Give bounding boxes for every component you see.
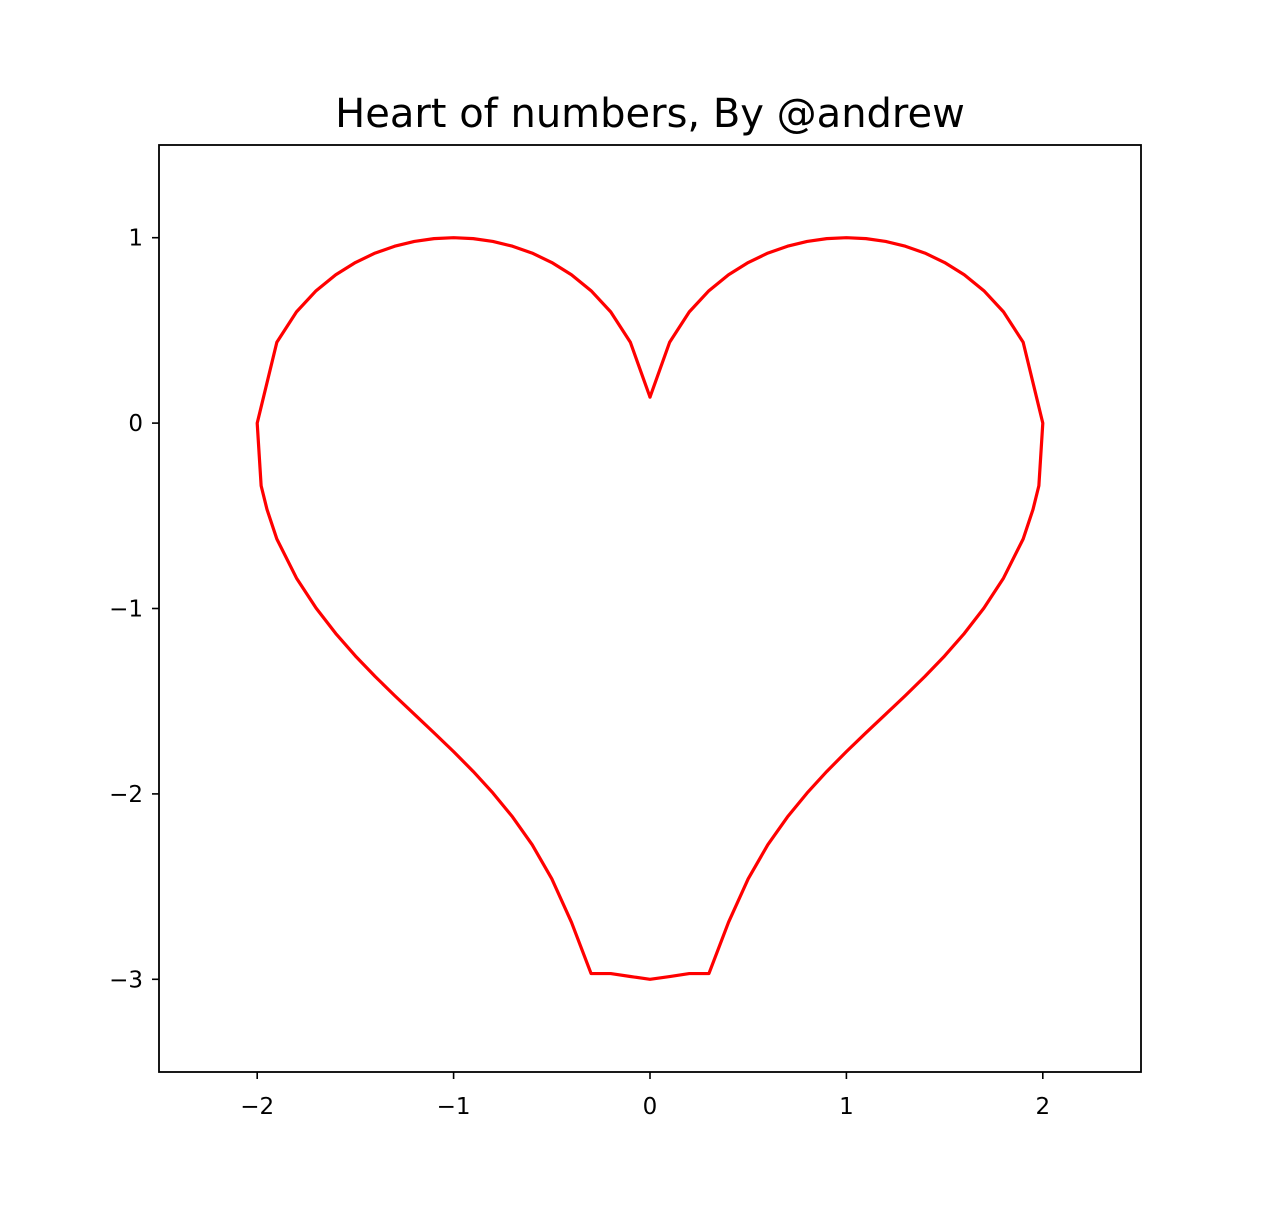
y-tick-label: −3 [109, 967, 143, 993]
y-tick-label: 0 [128, 411, 143, 437]
series-layer [255, 236, 1045, 981]
x-tick-label: 0 [643, 1094, 658, 1120]
chart-title: Heart of numbers, By @andrew [335, 91, 965, 137]
y-tick-label: −1 [109, 597, 143, 623]
x-axis: −2 −1 0 1 2 [240, 1072, 1050, 1120]
y-tick-label: −2 [109, 782, 143, 808]
y-tick-label: 1 [128, 226, 143, 252]
axes-frame [158, 144, 1142, 1073]
x-tick-label: −2 [240, 1094, 274, 1120]
series-line-0 [255, 236, 1045, 981]
x-tick-label: 1 [839, 1094, 854, 1120]
x-tick-label: 2 [1035, 1094, 1050, 1120]
x-tick-label: −1 [437, 1094, 471, 1120]
y-axis: −3 −2 −1 0 1 [109, 226, 159, 993]
